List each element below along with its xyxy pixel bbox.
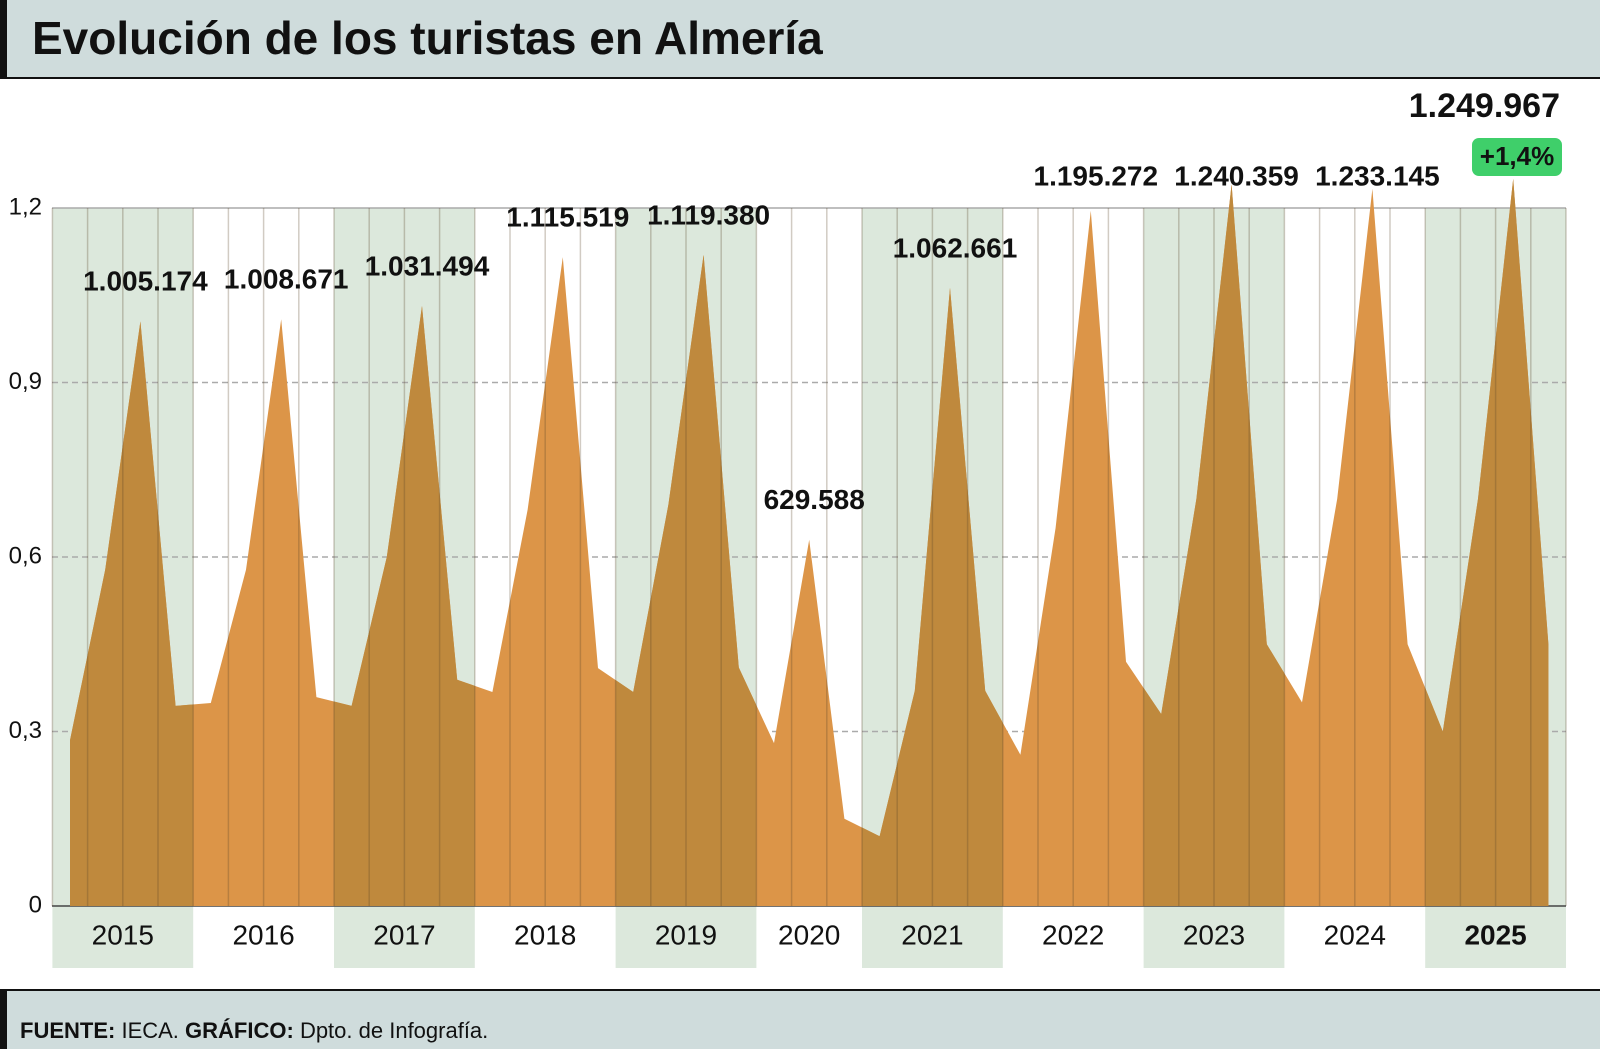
chart-title: Evolución de los turistas en Almería <box>32 12 823 64</box>
y-tick-label: 0,6 <box>9 542 42 569</box>
footer-source: FUENTE: IECA. GRÁFICO: Dpto. de Infograf… <box>20 1018 488 1043</box>
footer-bar <box>0 990 1600 1049</box>
x-tick-label: 2016 <box>232 919 294 950</box>
value-label: 1.008.671 <box>224 264 349 295</box>
credit-label: GRÁFICO: <box>185 1018 294 1043</box>
y-tick-label: 0,9 <box>9 368 42 395</box>
value-label: 1.062.661 <box>893 232 1018 263</box>
value-label: 1.115.519 <box>506 202 629 233</box>
header-bar <box>0 0 1600 78</box>
source: IECA. <box>121 1018 178 1043</box>
x-tick-label: 2021 <box>901 919 963 950</box>
value-label: 1.240.359 <box>1174 160 1299 191</box>
value-label: 1.249.967 <box>1409 87 1560 125</box>
value-label: 1.005.174 <box>83 266 208 297</box>
x-tick-label: 2019 <box>655 919 717 950</box>
value-label: 1.233.145 <box>1315 160 1440 191</box>
x-tick-label: 2024 <box>1324 919 1386 950</box>
credit: Dpto. de Infografía. <box>300 1018 488 1043</box>
y-tick-label: 0,3 <box>9 717 42 744</box>
change-badge <box>1472 138 1562 176</box>
y-tick-label: 1,2 <box>9 193 42 220</box>
x-tick-label: 2025 <box>1464 919 1526 950</box>
value-label: 629.588 <box>764 484 865 515</box>
x-tick-label: 2023 <box>1183 919 1245 950</box>
value-label: 1.119.380 <box>647 199 770 230</box>
change-label: +1,4% <box>1480 141 1554 171</box>
x-tick-label: 2018 <box>514 919 576 950</box>
x-tick-label: 2020 <box>778 919 840 950</box>
header-accent <box>0 0 7 78</box>
x-tick-label: 2015 <box>92 919 154 950</box>
value-label: 1.031.494 <box>365 250 490 281</box>
source-label: FUENTE: <box>20 1018 115 1043</box>
x-tick-label: 2017 <box>373 919 435 950</box>
value-label: 1.195.272 <box>1034 160 1159 191</box>
x-tick-label: 2022 <box>1042 919 1104 950</box>
footer-accent <box>0 990 7 1049</box>
y-tick-label: 0 <box>29 891 42 918</box>
